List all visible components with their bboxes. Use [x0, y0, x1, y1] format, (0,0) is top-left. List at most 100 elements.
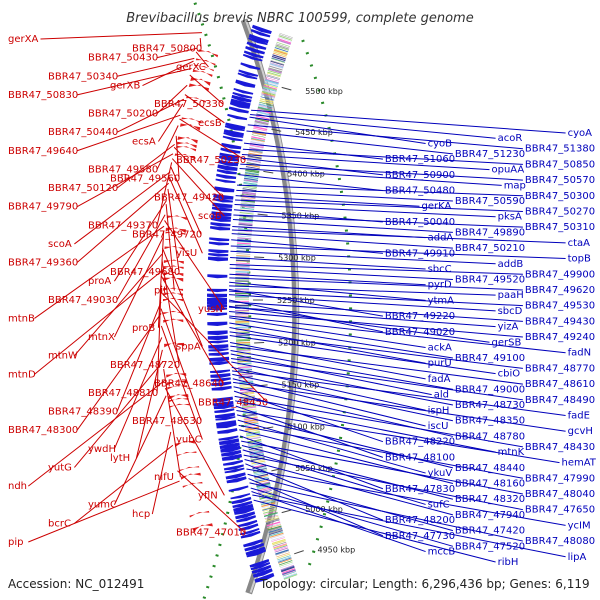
- right-gene-label: BBR47_48780: [455, 431, 525, 442]
- cog-segment: [254, 119, 269, 125]
- forward-gene-arrow: [228, 485, 249, 492]
- cog-segment: [280, 564, 295, 571]
- cog-segment: [261, 92, 276, 97]
- right-gene-label: gerSB: [492, 337, 522, 348]
- left-gene-label: ecsB: [198, 118, 222, 129]
- forward-gene-arrow: [207, 321, 228, 327]
- cog-segment: [240, 201, 255, 205]
- cog-segment: [236, 341, 251, 344]
- right-label-leader: [229, 264, 523, 275]
- cog-segment: [238, 228, 253, 231]
- forward-gene-arrow: [211, 385, 232, 391]
- reverse-gene-arrow: [168, 394, 189, 400]
- left-label-leader: [27, 380, 165, 487]
- right-gene-label: ald: [434, 390, 449, 401]
- right-gene-label: sbcC: [428, 264, 452, 275]
- forward-gene-arrow: [222, 135, 243, 142]
- right-gene-label: BBR47_47650: [525, 505, 595, 516]
- cog-segment: [237, 231, 252, 235]
- left-label-leader: [76, 182, 169, 263]
- left-label-leader: [165, 204, 175, 291]
- left-gene-label: yflN: [198, 490, 218, 501]
- cog-segment: [243, 183, 258, 186]
- cog-segment: [244, 175, 259, 180]
- left-gene-label: yusN: [198, 304, 223, 315]
- right-label-leader: [229, 322, 453, 359]
- reverse-gene-arrow: [177, 136, 198, 144]
- reverse-gene-arrow: [179, 466, 200, 472]
- cog-segment: [235, 260, 250, 263]
- cog-segment: [276, 41, 290, 47]
- cog-segment: [271, 57, 286, 63]
- cog-segment: [251, 137, 265, 142]
- forward-gene-arrow: [208, 249, 229, 254]
- cog-segment: [252, 132, 266, 136]
- cog-segment: [273, 544, 288, 550]
- cog-segment: [277, 39, 291, 45]
- left-label-leader: [195, 51, 209, 68]
- cog-segment: [254, 122, 269, 127]
- right-gene-label: ytmA: [428, 295, 455, 306]
- forward-gene-arrow: [214, 408, 235, 413]
- right-gene-label: BBR47_49910: [385, 248, 455, 259]
- right-gene-label: BBR47_49240: [525, 332, 595, 343]
- cog-segment: [235, 267, 250, 269]
- cog-segment: [281, 568, 296, 574]
- right-gene-label: sufC: [428, 499, 450, 510]
- cog-segment: [237, 230, 252, 233]
- forward-gene-arrow: [215, 178, 236, 184]
- right-label-leader: [233, 390, 384, 443]
- left-gene-label: BBR47_49560: [110, 174, 180, 185]
- forward-gene-arrow: [210, 222, 231, 227]
- left-gene-label: yubC: [176, 435, 202, 446]
- forward-gene-arrow: [212, 396, 234, 402]
- left-gene-label: gerXB: [110, 81, 140, 92]
- left-gene-label: mtnX: [88, 332, 115, 343]
- cog-segment: [235, 265, 250, 268]
- cog-segment: [275, 549, 289, 555]
- left-gene-label: BBR47_50230: [176, 155, 246, 166]
- cog-segment: [274, 547, 289, 553]
- left-label-leader: [40, 32, 202, 40]
- cog-segment: [271, 537, 285, 542]
- reverse-gene-arrow: [181, 117, 202, 124]
- cog-segment: [283, 574, 298, 580]
- cog-segment: [235, 321, 250, 323]
- cog-segment: [269, 531, 284, 537]
- left-label-leader: [156, 47, 198, 59]
- right-label-leader: [251, 109, 566, 134]
- cog-segment: [262, 89, 276, 95]
- forward-gene-arrow: [239, 528, 260, 536]
- cog-segment: [240, 205, 255, 209]
- cog-segment: [262, 87, 277, 92]
- forward-gene-arrow: [223, 464, 244, 471]
- cog-segment: [252, 466, 267, 470]
- cog-segment: [239, 386, 254, 389]
- cog-segment: [238, 221, 253, 224]
- forward-gene-arrow: [248, 37, 268, 46]
- cog-segment: [236, 248, 251, 250]
- forward-gene-arrow: [224, 125, 245, 132]
- cog-segment: [253, 125, 268, 131]
- reverse-gene-arrow: [176, 145, 197, 152]
- forward-gene-arrow: [211, 215, 232, 220]
- reverse-gene-arrow: [192, 69, 213, 78]
- right-gene-label: acoR: [498, 133, 523, 144]
- right-label-leader: [230, 256, 426, 270]
- left-gene-label: BBR47_50830: [8, 90, 78, 101]
- right-gene-label: fadA: [428, 374, 451, 385]
- right-label-leader: [234, 203, 496, 218]
- reverse-gene-arrow: [176, 451, 197, 457]
- reverse-gene-arrow: [164, 246, 185, 251]
- cog-segment: [236, 348, 251, 351]
- cog-segment: [240, 390, 255, 394]
- cog-segment: [236, 354, 251, 356]
- cog-segment: [264, 515, 279, 521]
- cog-segment: [282, 571, 297, 577]
- right-gene-label: lipA: [568, 552, 587, 563]
- forward-gene-arrow: [209, 237, 230, 242]
- right-gene-label: ispH: [428, 405, 450, 416]
- kbp-tick-label: 5150 kbp: [282, 380, 320, 389]
- kbp-tick-label: 5200 kbp: [278, 338, 316, 347]
- right-gene-label: BBR47_47420: [455, 526, 525, 537]
